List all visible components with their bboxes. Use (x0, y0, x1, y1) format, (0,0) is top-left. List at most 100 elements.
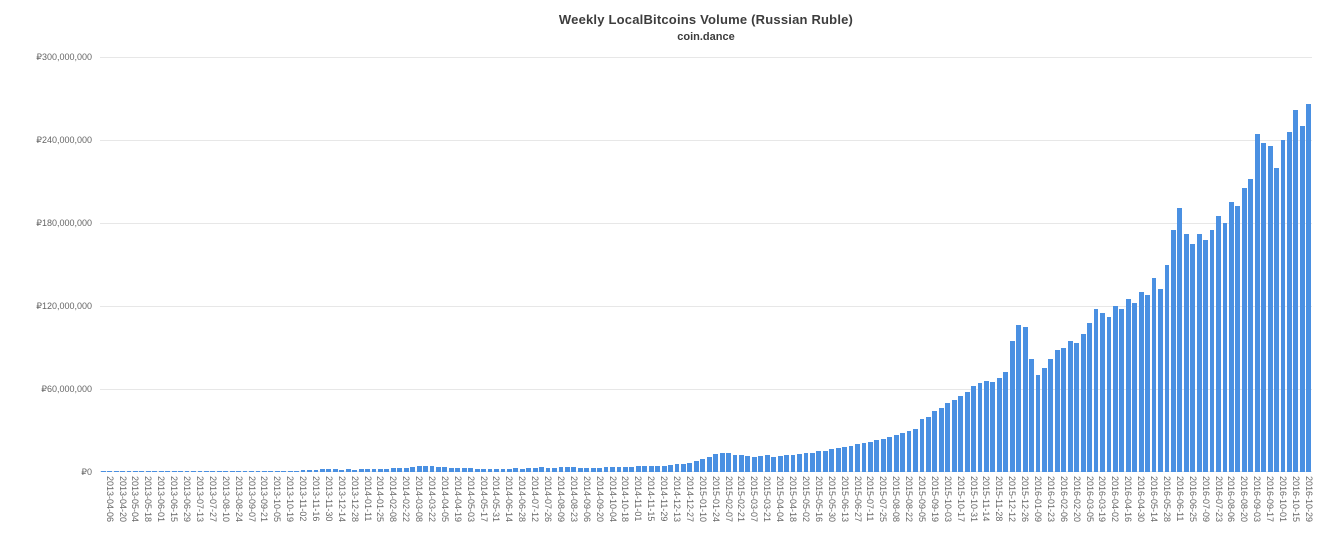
volume-bar[interactable] (571, 467, 577, 472)
volume-bar[interactable] (294, 470, 300, 472)
volume-bar[interactable] (751, 456, 757, 472)
volume-bar[interactable] (287, 470, 293, 472)
volume-bar[interactable] (610, 467, 615, 472)
volume-bar[interactable] (726, 453, 731, 472)
volume-bar[interactable] (184, 471, 190, 472)
volume-bar[interactable] (1087, 322, 1092, 472)
volume-bar[interactable] (848, 445, 854, 472)
volume-bar[interactable] (384, 468, 390, 472)
volume-bar[interactable] (319, 469, 325, 472)
volume-bar[interactable] (152, 471, 158, 472)
volume-bar[interactable] (1164, 264, 1170, 472)
volume-bar[interactable] (307, 469, 312, 472)
volume-bar[interactable] (913, 429, 918, 472)
volume-bar[interactable] (971, 386, 976, 472)
volume-bar[interactable] (113, 471, 119, 472)
volume-bar[interactable] (552, 467, 557, 472)
volume-bar[interactable] (461, 468, 467, 472)
volume-bar[interactable] (242, 471, 248, 472)
volume-bar[interactable] (874, 440, 880, 472)
volume-bar[interactable] (938, 408, 944, 472)
volume-bar[interactable] (1145, 294, 1151, 472)
volume-bar[interactable] (1080, 333, 1086, 472)
volume-bar[interactable] (210, 471, 216, 472)
volume-bar[interactable] (700, 458, 706, 472)
volume-bar[interactable] (1112, 306, 1118, 472)
volume-bar[interactable] (1203, 239, 1209, 472)
volume-bar[interactable] (1254, 134, 1260, 472)
volume-bar[interactable] (925, 416, 931, 472)
volume-bar[interactable] (764, 455, 770, 472)
volume-bar[interactable] (693, 460, 699, 472)
volume-bar[interactable] (790, 454, 796, 472)
volume-bar[interactable] (345, 469, 351, 472)
volume-bar[interactable] (1183, 234, 1189, 472)
volume-bar[interactable] (584, 467, 590, 472)
volume-bar[interactable] (332, 469, 338, 472)
volume-bar[interactable] (487, 468, 493, 472)
volume-bar[interactable] (784, 455, 789, 472)
volume-bar[interactable] (133, 471, 138, 472)
volume-bar[interactable] (932, 411, 938, 472)
volume-bar[interactable] (390, 468, 396, 472)
volume-bar[interactable] (526, 468, 532, 472)
volume-bar[interactable] (1216, 216, 1221, 472)
volume-bar[interactable] (500, 468, 506, 472)
volume-bar[interactable] (216, 471, 222, 472)
volume-bar[interactable] (158, 471, 164, 472)
volume-bar[interactable] (1299, 126, 1305, 472)
volume-bar[interactable] (442, 467, 448, 472)
volume-bar[interactable] (371, 468, 377, 472)
volume-bar[interactable] (281, 470, 287, 472)
volume-bar[interactable] (1228, 202, 1234, 472)
volume-bar[interactable] (236, 471, 242, 472)
volume-bar[interactable] (1067, 340, 1073, 472)
volume-bar[interactable] (455, 467, 461, 472)
volume-bar[interactable] (558, 467, 564, 472)
volume-bar[interactable] (378, 468, 383, 472)
volume-bar[interactable] (977, 383, 983, 472)
volume-bar[interactable] (835, 448, 841, 472)
volume-bar[interactable] (816, 451, 822, 472)
volume-bar[interactable] (996, 377, 1002, 472)
volume-bar[interactable] (906, 430, 912, 472)
volume-bar[interactable] (197, 471, 203, 472)
volume-bar[interactable] (713, 454, 719, 472)
volume-bar[interactable] (829, 449, 835, 472)
volume-bar[interactable] (120, 471, 125, 472)
volume-bar[interactable] (1280, 140, 1286, 472)
volume-bar[interactable] (803, 453, 809, 472)
volume-bar[interactable] (165, 471, 171, 472)
volume-bar[interactable] (474, 468, 480, 472)
volume-bar[interactable] (648, 465, 654, 472)
volume-bar[interactable] (506, 468, 512, 472)
volume-bar[interactable] (739, 455, 744, 472)
volume-bar[interactable] (887, 437, 893, 472)
volume-bar[interactable] (635, 466, 641, 472)
volume-bar[interactable] (1287, 131, 1292, 472)
volume-bar[interactable] (674, 464, 680, 472)
volume-bar[interactable] (1248, 178, 1254, 472)
volume-bar[interactable] (519, 468, 525, 472)
volume-bar[interactable] (681, 463, 686, 472)
volume-bar[interactable] (1119, 308, 1125, 472)
volume-bar[interactable] (532, 467, 538, 472)
volume-bar[interactable] (797, 454, 802, 472)
volume-bar[interactable] (616, 467, 622, 472)
volume-bar[interactable] (468, 468, 474, 472)
volume-bar[interactable] (984, 380, 989, 472)
volume-bar[interactable] (1003, 372, 1009, 472)
volume-bar[interactable] (410, 467, 416, 472)
volume-bar[interactable] (403, 467, 409, 472)
volume-bar[interactable] (1196, 234, 1202, 472)
volume-bar[interactable] (745, 456, 751, 472)
volume-bar[interactable] (223, 471, 229, 472)
volume-bar[interactable] (1222, 223, 1228, 472)
volume-bar[interactable] (1061, 347, 1067, 472)
volume-bar[interactable] (661, 465, 667, 472)
volume-bar[interactable] (603, 467, 609, 472)
volume-bar[interactable] (1151, 278, 1157, 472)
volume-bar[interactable] (481, 468, 486, 472)
volume-bar[interactable] (300, 470, 306, 472)
volume-bar[interactable] (1267, 145, 1273, 472)
